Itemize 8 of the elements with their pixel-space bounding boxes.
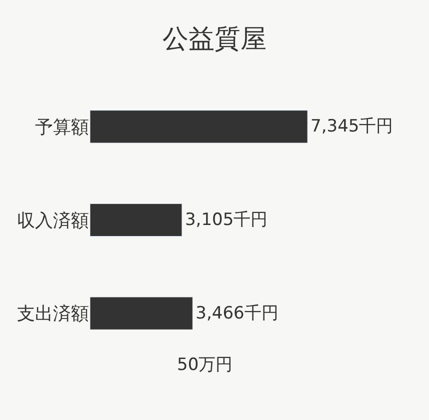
y-tick-label: 予算額 — [35, 116, 89, 138]
y-tick-label: 支出済額 — [17, 304, 89, 325]
chart-title: 公益質屋 — [162, 24, 266, 55]
data-label: 3,105千円 — [184, 210, 268, 230]
data-label: 3,466千円 — [196, 303, 278, 324]
data-label: 7,345千円 — [310, 116, 394, 137]
y-tick-label: 収入済額 — [17, 210, 89, 232]
annotation: 50万円 — [177, 355, 233, 375]
